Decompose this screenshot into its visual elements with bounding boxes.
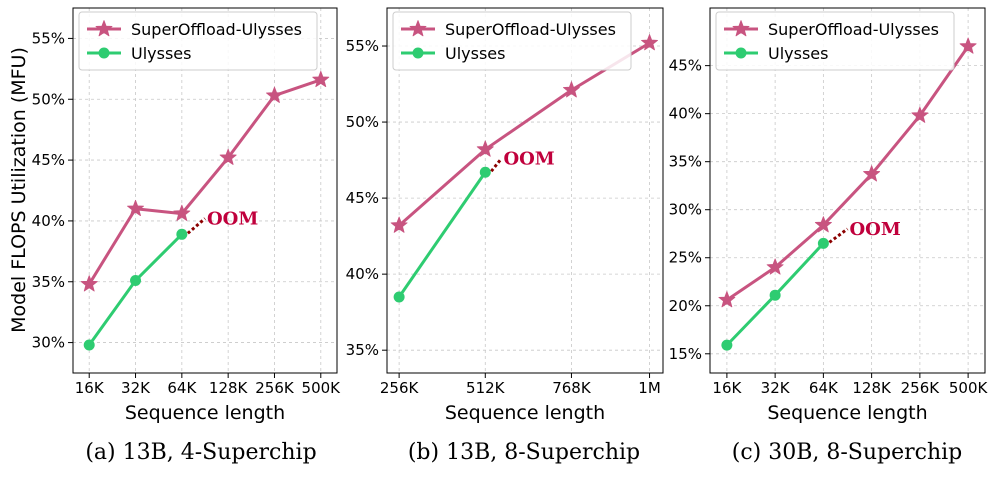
x-tick-label: 64K — [809, 379, 839, 397]
series-line-superoffload-ulysses — [87, 78, 322, 285]
y-tick-label: 25% — [669, 249, 702, 267]
series-line-ulysses — [397, 171, 487, 298]
y-tick-label: 20% — [669, 297, 702, 315]
y-tick-label: 40% — [32, 212, 65, 230]
data-point-superoffload-ulysses — [265, 86, 283, 103]
x-tick-label: 512K — [466, 379, 506, 397]
legend-marker-star — [409, 20, 427, 37]
x-axis-label: Sequence length — [445, 402, 605, 424]
oom-annotation: OOM — [207, 208, 258, 229]
legend-marker-circle — [412, 47, 424, 59]
x-axis-label: Sequence length — [767, 402, 927, 424]
y-tick-label: 40% — [669, 105, 702, 123]
legend-label: SuperOffload-Ulysses — [131, 20, 302, 39]
legend: SuperOffload-Ulysses Ulysses — [715, 11, 955, 71]
legend-box — [715, 11, 955, 71]
legend-marker-circle — [735, 47, 747, 59]
data-point-superoffload-ulysses — [173, 204, 191, 221]
x-tick-label: 16K — [75, 379, 105, 397]
y-tick-label: 35% — [32, 273, 65, 291]
y-tick-label: 50% — [32, 90, 65, 108]
data-point-ulysses — [769, 289, 781, 301]
x-tick-label: 16K — [712, 379, 742, 397]
legend-label: Ulysses — [768, 44, 828, 63]
x-tick-label: 128K — [852, 379, 892, 397]
x-tick-label: 32K — [761, 379, 791, 397]
data-point-superoffload-ulysses — [390, 216, 408, 233]
legend-label: SuperOffload-Ulysses — [768, 20, 939, 39]
data-point-superoffload-ulysses — [911, 106, 929, 123]
data-point-superoffload-ulysses — [127, 199, 145, 217]
x-tick-label: 128K — [209, 379, 249, 397]
data-point-superoffload-ulysses — [766, 258, 784, 275]
data-point-superoffload-ulysses — [641, 34, 659, 51]
legend: SuperOffload-Ulysses Ulysses — [392, 11, 632, 71]
x-axis-label: Sequence length — [125, 402, 285, 424]
y-tick-label: 50% — [346, 113, 379, 131]
data-point-superoffload-ulysses — [312, 70, 330, 88]
legend-label: Ulysses — [131, 44, 191, 63]
legend-box — [392, 11, 632, 71]
y-tick-label: 55% — [346, 37, 379, 55]
axes-frame — [72, 7, 338, 374]
x-tick-label: 500K — [302, 379, 342, 397]
x-tick-label: 64K — [167, 379, 197, 397]
x-tick-label: 256K — [380, 379, 420, 397]
axes-frame — [709, 7, 986, 374]
oom-dotted-line — [828, 227, 849, 244]
chart-panel-1: 30% 35% 40% 45% 50% 55% 16K 32K 64K 128K 256K 500K S… — [32, 7, 342, 465]
legend-marker-star — [95, 20, 113, 37]
data-point-superoffload-ulysses — [562, 81, 580, 98]
x-tick-label: 500K — [949, 379, 989, 397]
data-point-superoffload-ulysses — [219, 148, 237, 165]
data-point-superoffload-ulysses — [476, 140, 494, 157]
y-tick-label: 55% — [32, 29, 65, 47]
legend: SuperOffload-Ulysses Ulysses — [78, 11, 318, 71]
data-point-ulysses — [176, 228, 188, 240]
legend-marker-star — [732, 20, 750, 37]
oom-annotation: OOM — [503, 149, 554, 170]
y-tick-label: 35% — [669, 153, 702, 171]
data-point-superoffload-ulysses — [80, 275, 98, 292]
data-point-ulysses — [721, 339, 733, 351]
y-tick-label: 45% — [669, 57, 702, 75]
x-tick-label: 768K — [552, 379, 592, 397]
y-tick-label: 45% — [32, 151, 65, 169]
chart-panel-3: 15% 20% 25% 30% 35% 40% 45% 16K 32K 64K 128K 256K 50… — [669, 7, 989, 465]
y-tick-label: 15% — [669, 345, 702, 363]
y-tick-label: 45% — [346, 189, 379, 207]
x-tick-label: 1M — [638, 379, 661, 397]
chart-panel-2: 35% 40% 45% 50% 55% 256K 512K 768K 1M Sequence le… — [346, 7, 664, 465]
y-tick-label: 40% — [346, 265, 379, 283]
x-tick-label: 256K — [255, 379, 295, 397]
data-point-superoffload-ulysses — [814, 216, 832, 233]
x-tick-label: 256K — [901, 379, 941, 397]
legend-marker-circle — [98, 47, 110, 59]
panel-caption: (a) 13B, 4-Superchip — [85, 440, 316, 465]
data-point-superoffload-ulysses — [718, 291, 736, 308]
data-point-ulysses — [83, 339, 95, 351]
data-point-ulysses — [479, 166, 491, 178]
data-point-ulysses — [393, 291, 405, 303]
axes-frame — [386, 7, 664, 374]
legend-label: Ulysses — [445, 44, 505, 63]
data-point-superoffload-ulysses — [863, 165, 881, 182]
legend-box — [78, 11, 318, 71]
y-tick-label: 35% — [346, 341, 379, 359]
y-tick-label: 30% — [32, 334, 65, 352]
panel-caption: (b) 13B, 8-Superchip — [408, 440, 640, 465]
oom-annotation: OOM — [850, 219, 901, 240]
data-point-superoffload-ulysses — [959, 37, 977, 54]
data-point-ulysses — [817, 237, 829, 249]
data-point-ulysses — [130, 275, 142, 287]
panel-caption: (c) 30B, 8-Superchip — [732, 440, 963, 465]
legend-label: SuperOffload-Ulysses — [445, 20, 616, 39]
series-line-superoffload-ulysses — [726, 45, 970, 302]
x-tick-label: 32K — [121, 379, 151, 397]
oom-dotted-line — [186, 217, 206, 235]
y-axis-label: Model FLOPS Utilization (MFU) — [8, 47, 30, 333]
y-tick-label: 30% — [669, 201, 702, 219]
oom-dotted-line — [490, 157, 503, 173]
